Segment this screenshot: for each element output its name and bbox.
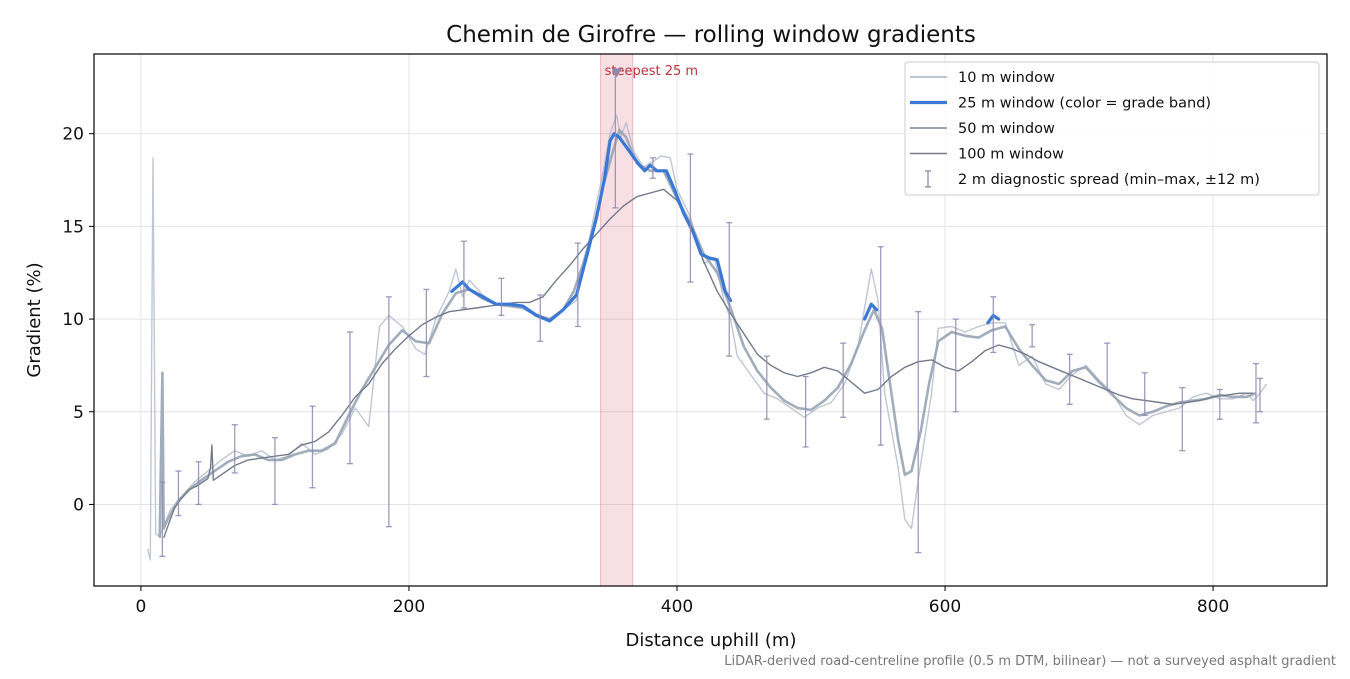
legend: 10 m window 25 m window (color = grade ba…: [904, 61, 1320, 196]
errorbar: [1029, 323, 1036, 348]
legend-label: 25 m window (color = grade band): [958, 96, 1211, 112]
errorbar: [1179, 387, 1186, 452]
errorbar: [231, 424, 238, 474]
steepest-marker: [611, 68, 622, 78]
errorbar: [1104, 342, 1111, 391]
legend-item: 50 m window: [910, 121, 1055, 137]
steepest-band-label: steepest 25 m: [605, 64, 698, 79]
series-line-25m: [862, 302, 879, 321]
x-tick-label: 0: [135, 597, 146, 617]
errorbar: [687, 153, 694, 283]
x-tick-label: 200: [393, 597, 425, 617]
chart-title: Chemin de Girofre — rolling window gradi…: [446, 22, 976, 48]
errorbar: [1216, 388, 1223, 420]
errorbar: [649, 157, 656, 179]
errorbar: [802, 375, 809, 448]
legend-box: [904, 61, 1320, 196]
x-tick-label: 600: [929, 597, 961, 617]
y-tick-label: 0: [73, 495, 84, 515]
errorbar: [763, 355, 770, 420]
plot-frame: [93, 53, 1328, 587]
errorbars: [159, 71, 1263, 557]
y-tick-label: 10: [62, 310, 84, 330]
y-tick-label: 5: [73, 403, 84, 423]
errorbar: [1141, 372, 1148, 417]
y-axis-ticks: 0 5 10 15 20: [62, 125, 94, 515]
legend-item: 10 m window: [910, 70, 1055, 86]
errorbar: [460, 240, 467, 309]
series-line-25m: [450, 132, 733, 323]
errorbar: [877, 246, 884, 446]
errorbar: [840, 342, 847, 418]
errorbar: [915, 311, 922, 554]
legend-item: 100 m window: [910, 147, 1064, 163]
y-tick-label: 20: [62, 125, 84, 145]
errorbar: [159, 481, 166, 557]
errorbar: [271, 437, 278, 506]
x-tick-label: 800: [1197, 597, 1229, 617]
errorbar: [423, 288, 430, 378]
x-axis-label: Distance uphill (m): [626, 630, 797, 651]
errorbar: [175, 470, 182, 517]
legend-label: 2 m diagnostic spread (min–max, ±12 m): [958, 172, 1260, 188]
y-axis-label: Gradient (%): [24, 262, 45, 377]
errorbar: [726, 222, 733, 357]
errorbar: [498, 277, 505, 317]
legend-item: 25 m window (color = grade band): [910, 96, 1211, 112]
series-line-100m: [163, 188, 1254, 539]
legend-label: 50 m window: [958, 121, 1055, 137]
footnote: LiDAR-derived road-centreline profile (0…: [724, 654, 1336, 669]
legend-label: 10 m window: [958, 70, 1055, 86]
errorbar: [574, 242, 581, 328]
errorbar: [952, 318, 959, 413]
errorbar: [1066, 353, 1073, 405]
errorbar: [990, 296, 997, 354]
errorbar: [1256, 377, 1263, 413]
legend-label: 100 m window: [958, 147, 1064, 163]
errorbar: [346, 331, 353, 465]
steepest-marker-layer: [611, 68, 622, 78]
x-tick-label: 400: [661, 597, 693, 617]
errorbar: [1252, 362, 1259, 424]
errorbar: [385, 296, 392, 528]
errorbar: [195, 461, 202, 506]
x-axis-ticks: 0 200 400 600 800: [135, 586, 1229, 617]
legend-item: 2 m diagnostic spread (min–max, ±12 m): [925, 170, 1260, 188]
errorbar: [309, 405, 316, 489]
y-tick-label: 15: [62, 217, 84, 237]
errorbar: [537, 294, 544, 342]
